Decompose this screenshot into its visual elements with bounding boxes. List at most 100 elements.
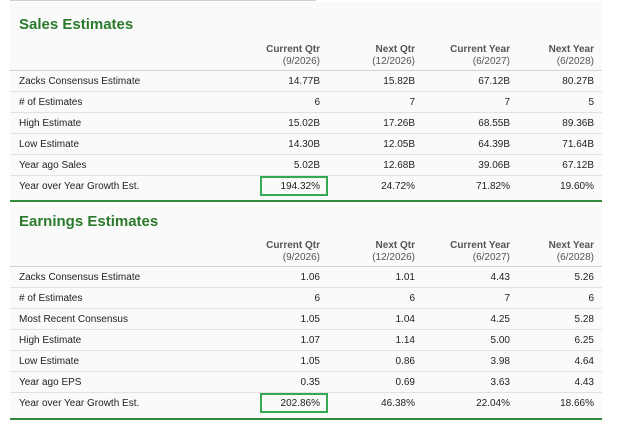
column-header-current-year: Current Year (6/2027) [450, 44, 510, 67]
estimate-value: 4.64 [518, 350, 602, 372]
table-row: Zacks Consensus Estimate 1.06 1.01 4.43 5.26 [10, 266, 602, 288]
estimate-value: 18.66% [518, 392, 602, 413]
table-row: Zacks Consensus Estimate 14.77B 15.82B 67.1… [10, 70, 602, 92]
estimate-value: 5.26 [518, 266, 602, 288]
row-label: Low Estimate [10, 133, 260, 155]
estimate-value: 6 [260, 287, 328, 309]
row-label: Most Recent Consensus [10, 308, 260, 330]
estimate-value: 6 [328, 287, 423, 309]
estimate-value: 1.06 [260, 266, 328, 288]
column-header-next-year: Next Year (6/2028) [548, 44, 594, 67]
sales-estimates-table: Current Qtr (9/2026) Next Qtr (12/2026) Cu… [10, 42, 602, 196]
sales-estimates-panel: Sales Estimates Current Qtr (9/2026) Next… [10, 2, 602, 202]
estimate-value: 1.05 [260, 350, 328, 372]
estimate-value: 71.82% [423, 175, 518, 196]
column-header-current-qtr: Current Qtr (9/2026) [266, 240, 320, 263]
estimate-value: 0.35 [260, 371, 328, 393]
column-header-next-qtr: Next Qtr (12/2026) [372, 240, 415, 263]
estimate-value: 1.14 [328, 329, 423, 351]
top-divider [10, 0, 316, 1]
section-divider [10, 418, 602, 420]
table-row: Year over Year Growth Est. 194.32% 24.72% 7… [10, 175, 602, 196]
estimate-value: 22.04% [423, 392, 518, 413]
estimate-value: 12.68B [328, 154, 423, 176]
estimate-value: 0.86 [328, 350, 423, 372]
estimate-value: 24.72% [328, 175, 423, 196]
estimate-value: 5.00 [423, 329, 518, 351]
table-row: # of Estimates 6 7 7 5 [10, 91, 602, 113]
estimate-value: 17.26B [328, 112, 423, 134]
estimate-value: 46.38% [328, 392, 423, 413]
estimate-value: 5.28 [518, 308, 602, 330]
estimate-value: 4.43 [518, 371, 602, 393]
highlight-box [260, 393, 328, 413]
column-header [10, 42, 260, 71]
table-row: Most Recent Consensus 1.05 1.04 4.25 5.28 [10, 308, 602, 330]
row-label: Low Estimate [10, 350, 260, 372]
row-label: Year over Year Growth Est. [10, 175, 260, 196]
row-label: Year ago Sales [10, 154, 260, 176]
column-header-next-qtr: Next Qtr (12/2026) [372, 44, 415, 67]
row-label: # of Estimates [10, 91, 260, 113]
estimate-value: 3.98 [423, 350, 518, 372]
highlight-box [260, 176, 328, 196]
table-row: # of Estimates 6 6 7 6 [10, 287, 602, 309]
estimate-value: 5 [518, 91, 602, 113]
estimate-value: 64.39B [423, 133, 518, 155]
highlighted-growth-value: 202.86% [260, 392, 328, 413]
row-label: # of Estimates [10, 287, 260, 309]
table-row: High Estimate 15.02B 17.26B 68.55B 89.36B [10, 112, 602, 134]
estimate-value: 12.05B [328, 133, 423, 155]
estimate-value: 1.01 [328, 266, 423, 288]
table-row: Year over Year Growth Est. 202.86% 46.38% 2… [10, 392, 602, 413]
estimate-value: 14.77B [260, 70, 328, 92]
estimate-value: 1.07 [260, 329, 328, 351]
estimate-value: 6 [260, 91, 328, 113]
estimate-value: 1.04 [328, 308, 423, 330]
estimate-value: 7 [423, 287, 518, 309]
column-header-current-qtr: Current Qtr (9/2026) [266, 44, 320, 67]
row-label: Year ago EPS [10, 371, 260, 393]
estimate-value: 5.02B [260, 154, 328, 176]
estimate-value: 7 [328, 91, 423, 113]
estimate-value: 4.43 [423, 266, 518, 288]
table-header-row: Current Qtr (9/2026) Next Qtr (12/2026) Cu… [10, 238, 602, 267]
estimate-value: 6 [518, 287, 602, 309]
column-header [10, 238, 260, 267]
estimate-value: 19.60% [518, 175, 602, 196]
row-label: High Estimate [10, 329, 260, 351]
row-label: Zacks Consensus Estimate [10, 70, 260, 92]
column-header-next-year: Next Year (6/2028) [548, 240, 594, 263]
row-label: Zacks Consensus Estimate [10, 266, 260, 288]
estimate-value: 67.12B [518, 154, 602, 176]
estimate-value: 0.69 [328, 371, 423, 393]
sales-estimates-title: Sales Estimates [19, 16, 134, 33]
estimate-value: 14.30B [260, 133, 328, 155]
highlighted-growth-value: 194.32% [260, 175, 328, 196]
estimate-value: 7 [423, 91, 518, 113]
estimate-value: 71.64B [518, 133, 602, 155]
estimate-value: 4.25 [423, 308, 518, 330]
column-header-current-year: Current Year (6/2027) [450, 240, 510, 263]
earnings-estimates-title: Earnings Estimates [19, 213, 159, 230]
table-row: High Estimate 1.07 1.14 5.00 6.25 [10, 329, 602, 351]
table-row: Year ago EPS 0.35 0.69 3.63 4.43 [10, 371, 602, 393]
estimate-value: 80.27B [518, 70, 602, 92]
table-row: Low Estimate 14.30B 12.05B 64.39B 71.64B [10, 133, 602, 155]
table-row: Low Estimate 1.05 0.86 3.98 4.64 [10, 350, 602, 372]
estimate-value: 15.82B [328, 70, 423, 92]
estimate-value: 1.05 [260, 308, 328, 330]
estimate-value: 89.36B [518, 112, 602, 134]
section-divider [10, 200, 602, 202]
estimate-value: 3.63 [423, 371, 518, 393]
table-header-row: Current Qtr (9/2026) Next Qtr (12/2026) Cu… [10, 42, 602, 71]
estimate-value: 6.25 [518, 329, 602, 351]
earnings-estimates-panel: Earnings Estimates Current Qtr (9/2026) N… [10, 205, 602, 420]
estimate-value: 39.06B [423, 154, 518, 176]
table-row: Year ago Sales 5.02B 12.68B 39.06B 67.12B [10, 154, 602, 176]
estimate-value: 15.02B [260, 112, 328, 134]
earnings-estimates-table: Current Qtr (9/2026) Next Qtr (12/2026) Cu… [10, 238, 602, 413]
estimate-value: 68.55B [423, 112, 518, 134]
row-label: High Estimate [10, 112, 260, 134]
estimate-value: 67.12B [423, 70, 518, 92]
